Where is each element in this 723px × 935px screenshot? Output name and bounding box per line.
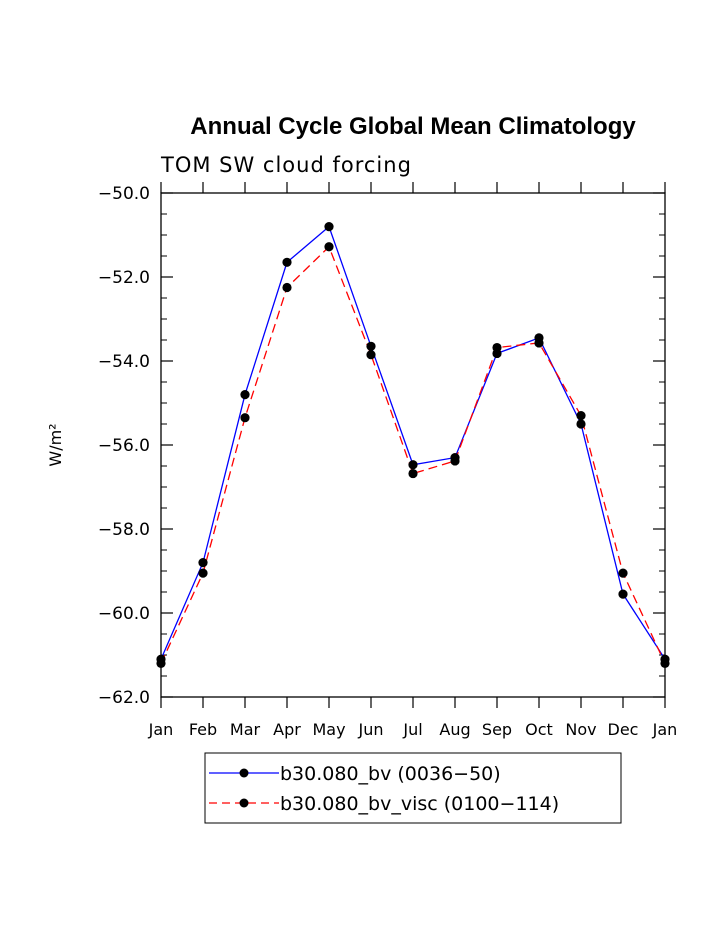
x-tick-label: Dec: [608, 720, 639, 739]
x-tick-label: Oct: [525, 720, 553, 739]
x-tick-label: Jan: [148, 720, 174, 739]
data-point-series-2: [618, 568, 628, 578]
series-layer: [156, 222, 670, 669]
data-point-series-2: [450, 456, 460, 466]
chart-title: Annual Cycle Global Mean Climatology: [190, 113, 636, 140]
data-point-series-2: [660, 658, 670, 669]
data-point-series-2: [324, 242, 334, 252]
x-tick-label: Jun: [358, 720, 384, 739]
data-point-series-1: [366, 341, 376, 351]
legend-marker-series-2: [239, 798, 249, 808]
y-tick-label: −54.0: [98, 352, 150, 372]
series-line-2: [160, 245, 666, 664]
data-point-series-1: [618, 589, 628, 599]
plot-area-frame: [160, 192, 666, 698]
data-point-series-1: [324, 222, 334, 232]
x-tick-label: Apr: [273, 720, 301, 739]
y-tick-label: −56.0: [98, 436, 150, 456]
data-point-series-2: [492, 342, 502, 353]
y-tick-label: −60.0: [98, 604, 150, 624]
legend-label-series-1: b30.080_bv (0036−50): [280, 763, 501, 785]
x-tick-label: Mar: [230, 720, 261, 739]
data-point-series-2: [408, 468, 418, 479]
data-point-series-1: [198, 558, 208, 568]
x-axis: Jan Feb Mar Apr May Jun Jul Aug Sep Oct Nov Dec Jan: [148, 182, 678, 739]
x-tick-label: Aug: [439, 720, 470, 739]
legend-box: [204, 752, 622, 824]
data-point-series-2: [156, 658, 166, 669]
data-point-series-1: [408, 460, 418, 470]
y-axis-label: W/m²: [46, 423, 65, 466]
data-point-series-2: [198, 568, 208, 578]
series-line-1: [160, 225, 666, 660]
data-point-series-1: [282, 257, 292, 267]
legend: b30.080_bv (0036−50) b30.080_bv_visc (01…: [204, 752, 622, 824]
legend-marker-series-1: [239, 768, 249, 778]
y-tick-label: −58.0: [98, 520, 150, 540]
y-axis: −50.0 −52.0 −54.0 −56.0 −58.0 −60.0 −62.0: [98, 184, 665, 708]
data-point-series-2: [366, 350, 376, 360]
x-tick-label: Nov: [565, 720, 596, 739]
y-tick-label: −50.0: [98, 184, 150, 204]
x-tick-label: Jul: [402, 720, 422, 739]
data-point-series-2: [240, 413, 250, 423]
data-point-series-2: [534, 338, 544, 348]
x-tick-label: Feb: [189, 720, 217, 739]
x-tick-label: May: [312, 720, 345, 739]
data-point-series-1: [576, 419, 586, 429]
x-tick-label: Jan: [652, 720, 678, 739]
x-tick-label: Sep: [482, 720, 512, 739]
legend-label-series-2: b30.080_bv_visc (0100−114): [280, 793, 559, 815]
data-point-series-2: [282, 282, 292, 293]
y-tick-label: −52.0: [98, 268, 150, 288]
y-tick-label: −62.0: [98, 688, 150, 708]
chart-subtitle: TOM SW cloud forcing: [160, 153, 412, 177]
data-point-series-2: [576, 411, 586, 421]
data-point-series-1: [240, 390, 250, 400]
